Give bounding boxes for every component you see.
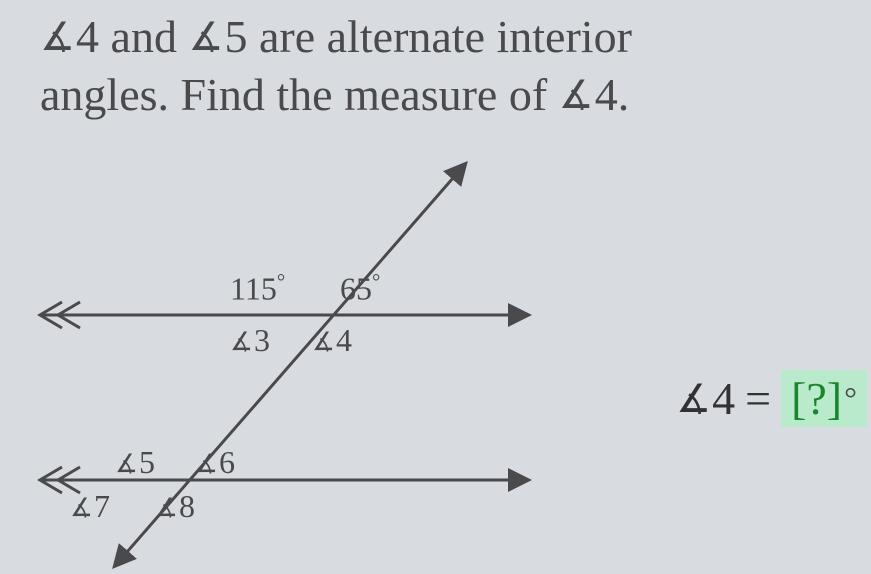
angle-icon: ∡ <box>188 14 223 63</box>
angle-label-8: ∡8 <box>155 488 195 525</box>
problem-statement: ∡4 and ∡5 are alternate interior angles.… <box>40 8 861 123</box>
angle-label-7: ∡7 <box>70 488 110 525</box>
answer-expression: ∡4 = [?]° <box>676 370 867 427</box>
angle-icon: ∡ <box>559 72 594 121</box>
angle-icon: ∡ <box>312 327 335 356</box>
angle-num: 7 <box>94 488 110 524</box>
angle-num: 3 <box>254 322 270 358</box>
equals-sign: = <box>745 372 771 425</box>
angle-value-65: 65° <box>340 270 380 308</box>
degree-symbol: ° <box>372 270 380 293</box>
angle-num: 8 <box>179 488 195 524</box>
angle-num: 6 <box>219 444 235 480</box>
angle-value-text: 115 <box>230 271 277 307</box>
angle-icon: ∡ <box>40 14 75 63</box>
angle-value-115: 115° <box>230 270 285 308</box>
problem-text-frag: angles. Find the measure of <box>40 69 559 120</box>
angle-icon: ∡ <box>195 449 218 478</box>
angle-label-6: ∡6 <box>195 444 235 481</box>
degree-symbol: ° <box>844 380 857 417</box>
angle-label-5: ∡5 <box>115 444 155 481</box>
answer-placeholder: [?] <box>791 372 842 425</box>
page-root: ∡4 and ∡5 are alternate interior angles.… <box>0 0 871 574</box>
problem-text-frag: 4 and <box>76 11 188 62</box>
angle-value-text: 65 <box>340 271 372 307</box>
angle-label-4: ∡4 <box>312 322 352 359</box>
angle-num: 4 <box>336 322 352 358</box>
angle-icon: ∡ <box>676 377 711 422</box>
problem-text-frag: 4. <box>595 69 630 120</box>
geometry-diagram: 115° 65° ∡3 ∡4 ∡5 ∡6 ∡7 ∡8 <box>0 150 600 570</box>
angle-icon: ∡ <box>70 493 93 522</box>
angle-num: 5 <box>139 444 155 480</box>
degree-symbol: ° <box>277 270 285 293</box>
answer-lhs: ∡4 <box>676 372 735 425</box>
angle-icon: ∡ <box>155 493 178 522</box>
answer-lhs-num: 4 <box>712 373 735 424</box>
angle-icon: ∡ <box>115 449 138 478</box>
angle-label-3: ∡3 <box>230 322 270 359</box>
problem-text-frag: 5 are alternate interior <box>225 11 632 62</box>
answer-input-box[interactable]: [?]° <box>781 370 867 427</box>
angle-icon: ∡ <box>230 327 253 356</box>
